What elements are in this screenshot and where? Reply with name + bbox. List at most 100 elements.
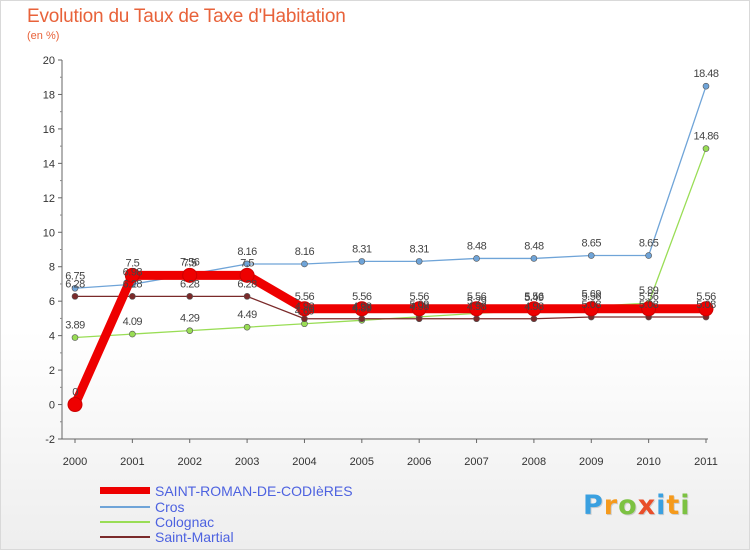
data-label: 3.89 [65, 320, 85, 332]
data-label: 7.5 [240, 257, 254, 269]
data-label: 7.5 [125, 257, 139, 269]
legend-swatch-colognac [100, 521, 150, 523]
legend-label-saint-martial: Saint-Martial [155, 529, 234, 545]
data-point [239, 267, 255, 283]
data-label: 8.48 [467, 240, 487, 252]
data-point [186, 327, 194, 334]
data-label: 0 [72, 387, 78, 399]
series-line-0 [70, 270, 706, 407]
data-point [296, 301, 312, 317]
data-label: 4.09 [123, 316, 143, 328]
data-point [645, 252, 652, 259]
data-label: 4.98 [352, 301, 372, 313]
x-tick-label: 2009 [579, 456, 603, 468]
series-line-3 [75, 295, 706, 320]
series-line-1 [74, 85, 707, 289]
logo-letter: o [618, 490, 638, 521]
legend-label-cros: Cros [155, 499, 185, 515]
y-tick-label: 8 [49, 262, 55, 274]
y-tick-label: -2 [45, 434, 55, 446]
data-label: 6.28 [237, 278, 257, 290]
chart-title: Evolution du Taux de Taxe d'Habitation [27, 6, 346, 27]
legend-swatch-saint-martial [100, 536, 150, 538]
x-tick-label: 2003 [235, 456, 259, 468]
y-tick-label: 18 [43, 89, 55, 101]
data-label: 5.56 [582, 291, 602, 303]
data-point [473, 255, 480, 262]
data-label: 4.49 [237, 309, 257, 321]
data-point [71, 284, 79, 292]
data-label: 4.98 [409, 301, 429, 313]
data-point [526, 301, 542, 317]
y-tick-label: 16 [43, 124, 55, 136]
x-tick-label: 2007 [464, 456, 488, 468]
data-label: 5.08 [639, 299, 659, 311]
data-point [698, 301, 714, 317]
data-label: 6.98 [123, 266, 143, 278]
data-point [243, 293, 251, 300]
data-point [67, 397, 83, 413]
data-label: 5.56 [639, 291, 659, 303]
legend-swatch-cros [100, 506, 150, 508]
data-label: 5.56 [352, 291, 372, 303]
x-tick-label: 2010 [636, 456, 660, 468]
data-point [415, 315, 423, 323]
data-label: 7.56 [180, 256, 200, 268]
data-label: 8.65 [582, 238, 602, 250]
data-label: 8.48 [524, 240, 544, 252]
data-point [243, 260, 251, 268]
data-label: 5.56 [467, 291, 487, 303]
data-label: 4.98 [524, 301, 544, 313]
data-label: 8.31 [409, 243, 429, 255]
data-point [358, 315, 366, 323]
data-label: 5.89 [639, 285, 659, 297]
data-point [124, 267, 140, 283]
proxiti-logo[interactable]: Proxiti [583, 490, 691, 521]
data-label: 5.49 [524, 292, 544, 304]
logo-letter: P [583, 490, 604, 521]
data-label: 5.09 [409, 299, 429, 311]
data-point [530, 255, 538, 262]
x-tick-label: 2001 [120, 456, 144, 468]
data-point [530, 315, 538, 323]
y-tick-label: 6 [49, 296, 55, 308]
legend-swatch-saint-roman [100, 487, 150, 494]
x-tick-label: 2005 [350, 456, 374, 468]
data-label: 8.31 [352, 243, 372, 255]
data-label: 7.5 [183, 257, 197, 269]
y-tick-label: 14 [43, 158, 55, 170]
logo-letter: i [656, 490, 667, 521]
data-label: 14.86 [693, 131, 718, 143]
data-point [641, 301, 657, 317]
data-label: 5.56 [524, 291, 544, 303]
legend-label-colognac: Colognac [155, 514, 215, 530]
data-label: 4.29 [180, 313, 200, 325]
data-point [411, 301, 427, 317]
data-point [702, 82, 710, 90]
data-label: 4.69 [295, 306, 315, 318]
y-tick-label: 4 [49, 331, 55, 343]
x-tick-label: 2006 [407, 456, 431, 468]
data-point [473, 315, 480, 323]
logo-letter: i [680, 490, 691, 521]
data-label: 4.89 [352, 302, 372, 314]
data-point [182, 267, 198, 283]
data-label: 8.65 [639, 238, 659, 250]
data-label: 6.28 [180, 278, 200, 290]
data-point [301, 260, 308, 268]
legend-label-saint-roman: SAINT-ROMAN-DE-CODIèRES [155, 483, 353, 499]
data-point [469, 301, 485, 317]
data-label: 5.56 [409, 291, 429, 303]
logo-letter: x [637, 490, 657, 521]
data-point [354, 301, 370, 317]
y-tick-label: 2 [49, 365, 55, 377]
data-point [71, 293, 79, 300]
data-label: 5.08 [696, 299, 716, 311]
data-label: 6.75 [65, 270, 85, 282]
data-point [129, 330, 136, 338]
data-label: 8.16 [295, 246, 315, 258]
logo-letter: t [666, 490, 681, 521]
y-tick-label: 0 [49, 400, 55, 412]
data-point [702, 145, 710, 152]
